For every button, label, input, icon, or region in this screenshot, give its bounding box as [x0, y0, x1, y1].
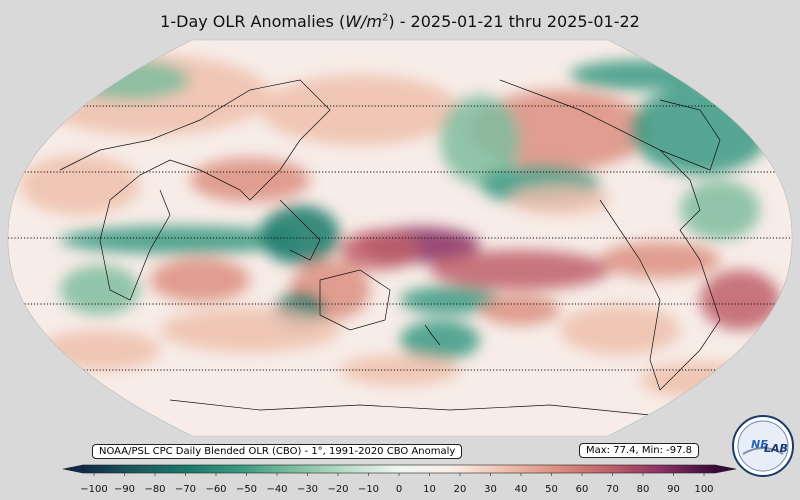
anomaly-patch [70, 60, 190, 100]
coastline-segment [279, 199, 321, 261]
latitude-gridlines [8, 105, 792, 371]
anomaly-patch [680, 180, 760, 240]
anomaly-patch [260, 75, 460, 145]
anomaly-patch [600, 242, 720, 278]
colorbar-tick-label: −40 [266, 484, 288, 495]
anomaly-patch [400, 320, 480, 360]
anomaly-patch [430, 250, 610, 290]
svg-text:LAB: LAB [764, 442, 788, 455]
anomaly-patch [60, 226, 300, 254]
anomaly-patch [340, 230, 420, 270]
anomaly-patch [570, 60, 710, 90]
anomaly-patch [640, 362, 760, 398]
anomaly-patch [260, 205, 340, 265]
colorbar-tick-label: −20 [327, 484, 349, 495]
anomaly-patch [400, 286, 500, 314]
colorbar-tick-label: −90 [113, 484, 136, 495]
colorbar-max-extend [714, 464, 737, 474]
colorbar-min-extend [62, 464, 84, 474]
coastline-segment [424, 324, 441, 346]
nexlab-logo-icon: NE LAB [732, 415, 794, 477]
colorbar-tick-label: 20 [453, 484, 467, 495]
anomaly-patch [630, 85, 770, 175]
colorbar-tick-label: −80 [144, 484, 166, 495]
anomaly-patch [40, 330, 160, 370]
anomaly-field [20, 55, 780, 398]
anomaly-patch [150, 258, 250, 302]
colorbar-tick-label: 0 [395, 484, 403, 495]
colorbar-tick-label: −70 [174, 484, 197, 495]
svg-text:NE: NE [751, 438, 768, 451]
max-min-label: Max: 77.4, Min: -97.8 [579, 443, 700, 458]
colorbar-tick-label: 30 [484, 484, 497, 495]
globe-outline [7, 39, 793, 437]
anomaly-patch [60, 265, 140, 315]
anomaly-patch [560, 305, 680, 355]
colorbar-tick-label: 70 [606, 484, 619, 495]
colorbar-tick-label: 40 [514, 484, 528, 495]
colorbar-tick-label: 100 [694, 484, 714, 495]
anomaly-patch [480, 295, 560, 325]
anomaly-patch [20, 155, 140, 215]
coastline-segment [319, 269, 391, 331]
colorbar-tick-label: 80 [636, 484, 650, 495]
anomaly-patch [700, 270, 780, 330]
colorbar [62, 464, 737, 476]
anomaly-patch [510, 185, 610, 215]
anomaly-patch [440, 95, 520, 185]
colorbar-tick-label: −30 [296, 484, 319, 495]
coastline-segment [59, 79, 331, 301]
chart-title: 1-Day OLR Anomalies (W/m2) - 2025-01-21 … [160, 12, 640, 31]
anomaly-patch [160, 308, 340, 352]
colorbar-tick-label: −60 [205, 484, 227, 495]
coastline-segment [499, 79, 721, 391]
anomaly-patch [340, 355, 460, 385]
anomaly-patch [190, 158, 310, 202]
colorbar-tick-label: −100 [80, 484, 108, 495]
colorbar-tick-label: −50 [235, 484, 258, 495]
colorbar-tick-label: 60 [575, 484, 589, 495]
colorbar-tick-label: −10 [357, 484, 380, 495]
coastline-segment [169, 399, 651, 416]
colorbar-tick-label: 10 [423, 484, 436, 495]
colorbar-tick-label: 90 [667, 484, 680, 495]
data-credit-label: NOAA/PSL CPC Daily Blended OLR (CBO) - 1… [92, 444, 463, 459]
colorbar-tick-label: 50 [545, 484, 558, 495]
coastline-segment [659, 99, 721, 171]
coastlines [59, 79, 721, 416]
colorbar-gradient [82, 464, 716, 474]
